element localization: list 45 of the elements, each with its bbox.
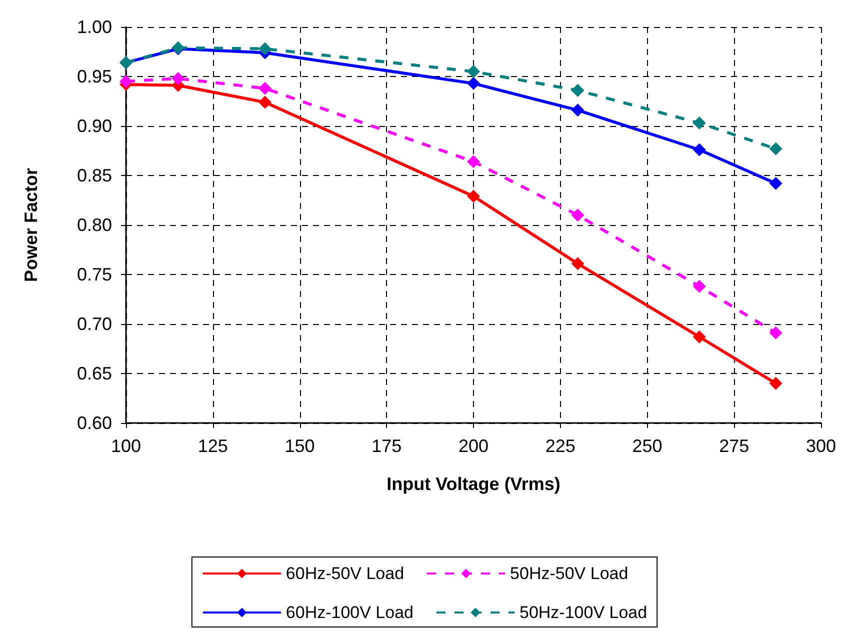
point [769, 326, 782, 340]
x-tick-label: 250 [632, 436, 662, 456]
point [769, 376, 782, 390]
y-tick-label: 0.80 [76, 215, 112, 235]
y-tick-label: 0.90 [76, 116, 112, 136]
point [467, 65, 480, 78]
y-tick-label: 0.85 [76, 166, 112, 186]
point [769, 176, 782, 190]
x-tick-label: 175 [372, 436, 402, 456]
y-tick-label: 0.65 [76, 364, 112, 384]
x-tick-label: 150 [284, 436, 315, 456]
point [467, 155, 480, 168]
point [692, 116, 706, 130]
x-tick-label: 125 [198, 436, 228, 456]
point [258, 96, 272, 109]
point [571, 104, 584, 117]
point [571, 208, 584, 222]
legend-label: 60Hz-50V Load [286, 564, 404, 583]
point [172, 72, 185, 85]
point [258, 42, 272, 56]
y-tick-label: 0.95 [76, 66, 112, 86]
y-tick-label: 1.00 [76, 17, 112, 37]
y-tick-label: 0.70 [76, 314, 112, 334]
x-tick-label: 275 [719, 436, 750, 456]
point [258, 82, 272, 95]
legend-label: 50Hz-100V Load [520, 603, 648, 622]
x-tick-label: 225 [545, 436, 576, 456]
point [467, 76, 480, 90]
legend-label: 50Hz-50V Load [510, 564, 628, 583]
x-axis-title: Input Voltage (Vrms) [386, 474, 560, 494]
point [571, 84, 584, 97]
y-tick-label: 0.75 [76, 264, 112, 284]
x-tick-label: 100 [110, 436, 142, 456]
point [692, 280, 706, 293]
y-axis-title: Power Factor [21, 168, 41, 282]
x-tick-label: 200 [458, 436, 489, 456]
point [571, 257, 584, 270]
legend-label: 60Hz-100V Load [286, 603, 414, 622]
y-tick-label: 0.60 [76, 413, 112, 433]
point [692, 143, 706, 156]
point [692, 330, 706, 344]
point [120, 74, 132, 88]
point [467, 190, 480, 203]
x-tick-label: 300 [806, 436, 836, 456]
point [769, 142, 782, 156]
